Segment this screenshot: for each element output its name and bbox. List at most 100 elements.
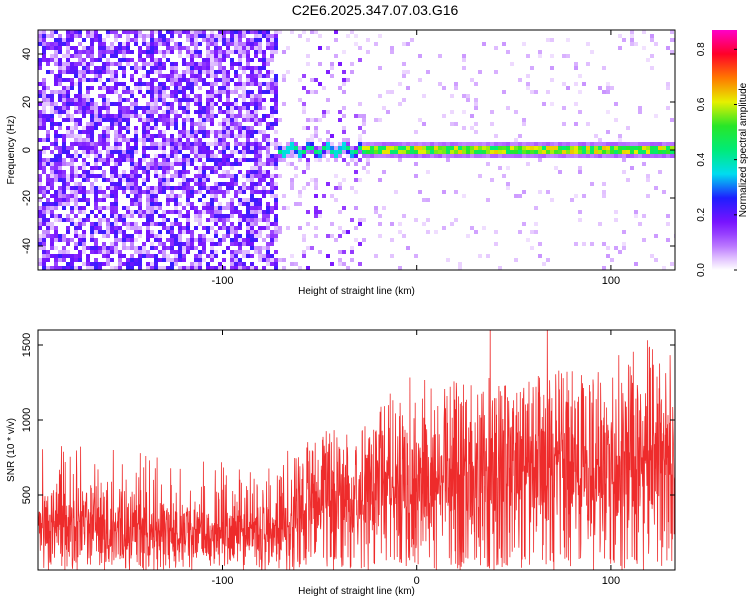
heatmap-cell	[186, 238, 190, 242]
heatmap-cell	[318, 210, 322, 214]
heatmap-cell	[162, 210, 166, 214]
heatmap-cell	[178, 170, 182, 174]
heatmap-cell	[494, 70, 498, 74]
heatmap-cell	[86, 46, 90, 50]
heatmap-cell	[142, 94, 146, 98]
heatmap-cell	[150, 254, 154, 258]
heatmap-cell	[274, 222, 278, 226]
heatmap-cell	[70, 102, 74, 106]
heatmap-cell	[170, 242, 174, 246]
heatmap-cell	[618, 146, 622, 150]
heatmap-cell	[114, 230, 118, 234]
heatmap-cell	[266, 170, 270, 174]
heatmap-cell	[178, 30, 182, 34]
heatmap-cell	[146, 226, 150, 230]
heatmap-cell	[214, 154, 218, 158]
heatmap-cell	[466, 142, 470, 146]
heatmap-cell	[118, 258, 122, 262]
heatmap-cell	[98, 122, 102, 126]
heatmap-cell	[186, 250, 190, 254]
heatmap-cell	[134, 202, 138, 206]
heatmap-cell	[254, 98, 258, 102]
heatmap-cell	[222, 66, 226, 70]
heatmap-cell	[318, 150, 322, 154]
heatmap-cell	[54, 170, 58, 174]
heatmap-cell	[198, 34, 202, 38]
heatmap-cell	[114, 102, 118, 106]
heatmap-cell	[94, 262, 98, 266]
heatmap-cell	[170, 34, 174, 38]
heatmap-cell	[82, 58, 86, 62]
heatmap-cell	[90, 114, 94, 118]
heatmap-cell	[54, 154, 58, 158]
heatmap-cell	[610, 142, 614, 146]
heatmap-cell	[654, 114, 658, 118]
heatmap-cell	[78, 102, 82, 106]
heatmap-cell	[274, 194, 278, 198]
heatmap-cell	[74, 242, 78, 246]
heatmap-cell	[46, 102, 50, 106]
heatmap-cell	[558, 146, 562, 150]
heatmap-cell	[258, 102, 262, 106]
heatmap-cell	[98, 86, 102, 90]
heatmap-cell	[266, 258, 270, 262]
heatmap-cell	[190, 70, 194, 74]
heatmap-cell	[474, 98, 478, 102]
heatmap-cell	[622, 38, 626, 42]
heatmap-cell	[162, 154, 166, 158]
heatmap-cell	[82, 114, 86, 118]
heatmap-cell	[174, 194, 178, 198]
heatmap-cell	[38, 158, 42, 162]
heatmap-cell	[238, 130, 242, 134]
heatmap-cell	[182, 190, 186, 194]
heatmap-cell	[438, 154, 442, 158]
heatmap-cell	[182, 78, 186, 82]
heatmap-cell	[362, 166, 366, 170]
heatmap-cell	[90, 42, 94, 46]
heatmap-cell	[78, 218, 82, 222]
heatmap-cell	[134, 238, 138, 242]
heatmap-cell	[170, 74, 174, 78]
heatmap-cell	[122, 138, 126, 142]
heatmap-cell	[274, 230, 278, 234]
heatmap-cell	[474, 154, 478, 158]
heatmap-cell	[106, 206, 110, 210]
heatmap-cell	[74, 174, 78, 178]
heatmap-cell	[154, 86, 158, 90]
heatmap-cell	[182, 178, 186, 182]
heatmap-cell	[122, 82, 126, 86]
heatmap-cell	[162, 222, 166, 226]
heatmap-cell	[74, 142, 78, 146]
heatmap-cell	[234, 42, 238, 46]
heatmap-cell	[314, 226, 318, 230]
heatmap-cell	[238, 58, 242, 62]
heatmap-cell	[242, 46, 246, 50]
heatmap-cell	[182, 158, 186, 162]
heatmap-cell	[454, 154, 458, 158]
heatmap-cell	[42, 42, 46, 46]
heatmap-cell	[238, 54, 242, 58]
heatmap-cell	[262, 254, 266, 258]
heatmap-cell	[326, 110, 330, 114]
heatmap-cell	[258, 166, 262, 170]
heatmap-cell	[162, 50, 166, 54]
heatmap-cell	[122, 66, 126, 70]
heatmap-cell	[146, 118, 150, 122]
heatmap-cell	[630, 38, 634, 42]
heatmap-cell	[62, 266, 66, 270]
heatmap-cell	[258, 90, 262, 94]
heatmap-cell	[242, 82, 246, 86]
heatmap-cell	[166, 202, 170, 206]
heatmap-cell	[102, 50, 106, 54]
heatmap-cell	[522, 142, 526, 146]
heatmap-cell	[82, 206, 86, 210]
heatmap-cell	[86, 178, 90, 182]
heatmap-cell	[182, 90, 186, 94]
heatmap-cell	[142, 178, 146, 182]
heatmap-cell	[58, 266, 62, 270]
heatmap-cell	[254, 210, 258, 214]
heatmap-cell	[54, 42, 58, 46]
heatmap-cell	[194, 210, 198, 214]
heatmap-cell	[158, 242, 162, 246]
heatmap-cell	[390, 238, 394, 242]
